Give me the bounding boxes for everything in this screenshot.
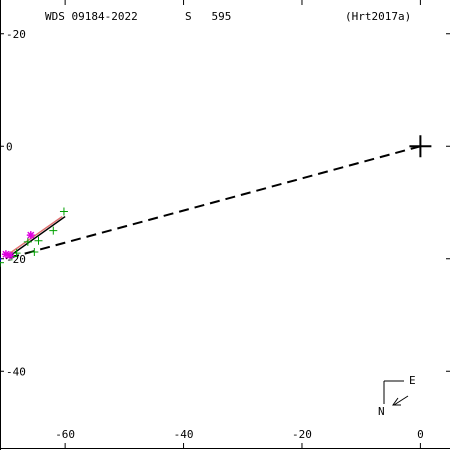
y-tick-label: -40 [6, 365, 26, 378]
measurement-dot-point [0, 256, 2, 262]
x-tick-label: 0 [417, 428, 424, 441]
y-tick-label: 0 [6, 140, 13, 153]
y-tick-label: -20 [6, 28, 26, 41]
measurement-plus-point [0, 258, 4, 267]
measurement-plus-point [12, 249, 21, 258]
compass-arrow-head [392, 397, 401, 406]
orbit-arc-inner [5, 215, 63, 257]
measurement-plus-point [23, 237, 32, 246]
discoverer-label: S 595 [185, 10, 231, 23]
x-tick-label: -40 [174, 428, 194, 441]
reference-label: (Hrt2017a) [345, 10, 411, 23]
x-axis-ticks: -60 -40 -20 0 [55, 0, 424, 449]
compass-east-label: E [409, 374, 416, 387]
compass: E N [378, 374, 416, 418]
measurement-star-point [26, 231, 35, 240]
measurement-points [0, 207, 68, 267]
x-tick-label: -60 [55, 428, 75, 441]
measurement-star-point [1, 250, 10, 259]
measurement-plus-point [49, 226, 58, 235]
compass-arrow-shaft [393, 395, 409, 406]
star-d2 [27, 231, 35, 239]
companion-dashed-line [5, 145, 421, 260]
orbit-arc [5, 215, 66, 260]
y-axis-ticks: -200-20-40 [0, 28, 450, 378]
primary-star-marker [409, 135, 432, 158]
measurement-plus-point [30, 248, 39, 256]
star-d2 [2, 250, 10, 258]
orbit-lines [5, 145, 421, 260]
wds-id-label: WDS 09184-2022 [45, 10, 138, 23]
compass-north-label: N [378, 405, 385, 418]
x-tick-label: -20 [292, 428, 312, 441]
measurement-plus-point [59, 207, 68, 216]
measurement-plus-point [34, 236, 43, 245]
